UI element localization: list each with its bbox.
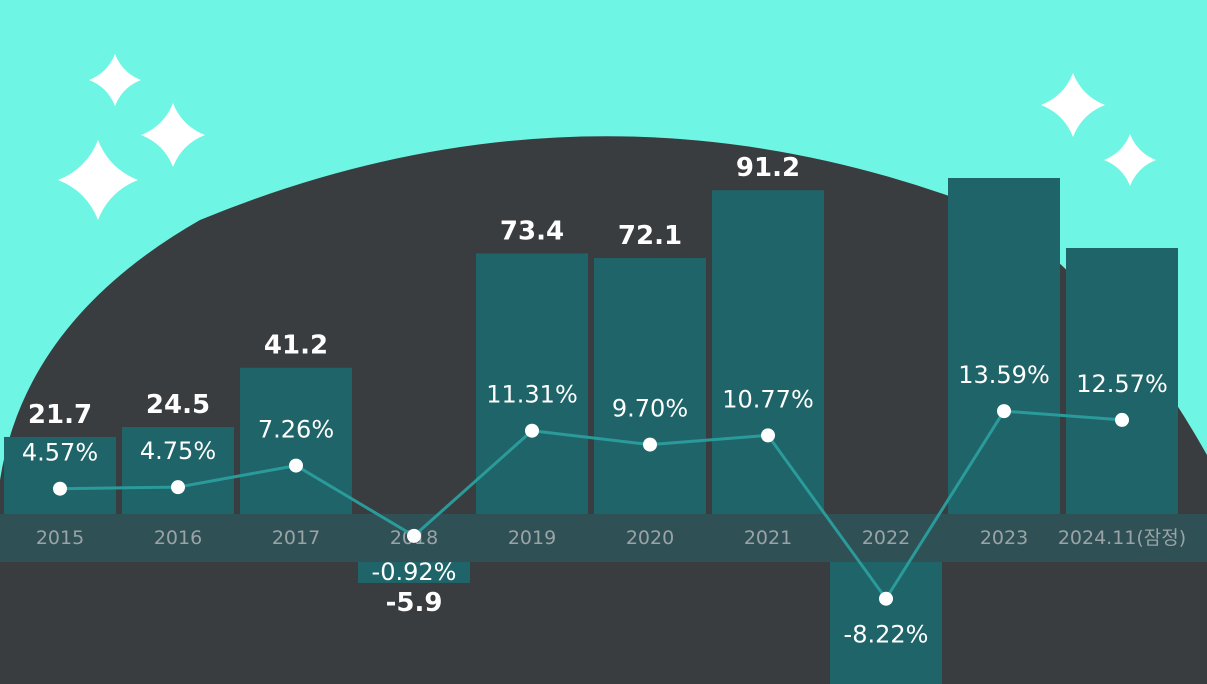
growth-rate-point [879,591,893,606]
x-axis-tick-labels: 2015201620172018201920202021202220232024… [36,527,1186,549]
growth-rate-point [171,480,185,495]
growth-rate-label: 7.26% [258,416,334,444]
bar-value-label: -5.9 [386,588,443,618]
growth-rate-label: 13.59% [958,361,1050,389]
growth-rate-point [53,481,67,496]
bar-2016 [122,427,234,514]
growth-rate-point [761,428,775,443]
growth-rate-label: 11.31% [486,381,578,409]
bar-value-label: 73.4 [500,216,564,246]
x-tick-label: 2015 [36,527,84,549]
bar-2018 [358,562,470,583]
growth-rate-label: 9.70% [612,395,688,423]
bar-2023 [948,178,1060,514]
growth-rate-point [289,458,303,473]
bar-2019 [476,253,588,514]
bar-2015 [4,436,116,514]
growth-rate-point [525,423,539,438]
bar-2022 [830,562,942,684]
bar-value-labels: 21.7 24.5 41.2 -5.9 73.4 72.1 91.2 [28,153,800,618]
sparkle-icon [1104,134,1156,186]
bar-value-label: 91.2 [736,153,800,183]
x-tick-label: 2020 [626,527,674,549]
bar-value-label: 21.7 [28,400,92,430]
growth-rate-point [407,528,421,543]
x-tick-label: 2016 [154,527,202,549]
bar-2020 [594,258,706,514]
growth-rate-labels: 4.57% 4.75% 7.26% -0.92% 11.31% 9.70% 10.77% -8… [22,361,1168,649]
bar-2024.11(잠정) [1066,248,1178,514]
sparkle-icon [89,54,141,106]
year-axis-band [0,514,1207,562]
growth-rate-point [1115,412,1129,427]
x-tick-label: 2021 [744,527,792,549]
bar-value-label: 72.1 [618,221,682,251]
sparkle-icon [141,103,205,167]
growth-rate-label: -8.22% [844,621,929,649]
sparkle-icon [1041,73,1105,137]
bar-2021 [712,190,824,515]
x-tick-label: 2023 [980,527,1028,549]
x-tick-label: 2024.11(잠정) [1058,527,1186,549]
bar-value-label: 24.5 [146,390,210,420]
x-tick-label: 2017 [272,527,320,549]
sparkle-decorations [58,54,1156,220]
sparkle-icon [58,140,138,220]
x-tick-label: 2019 [508,527,556,549]
growth-rate-line [59,409,1123,602]
bar-value-label: 41.2 [264,331,328,361]
growth-rate-point [997,404,1011,419]
growth-rate-markers [53,404,1129,606]
growth-rate-point [643,437,657,452]
growth-rate-label: 4.57% [22,439,98,467]
growth-rate-label: 12.57% [1076,370,1168,398]
x-tick-label: 2022 [862,527,910,549]
growth-rate-label: 4.75% [140,437,216,465]
bar-series [4,178,1178,684]
growth-rate-label: -0.92% [372,558,457,586]
bar-2017 [240,367,352,514]
growth-rate-label: 10.77% [722,385,814,413]
